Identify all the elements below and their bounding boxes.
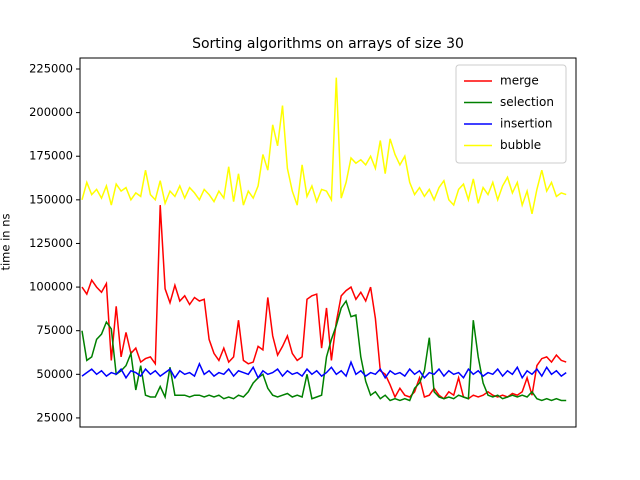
y-tick-label: 25000 — [36, 410, 73, 424]
series-line — [81, 77, 567, 214]
legend-label: merge — [500, 74, 539, 88]
legend-box — [455, 64, 567, 164]
series-line — [81, 299, 567, 402]
y-axis-label: time in ns — [0, 213, 13, 270]
y-tick-label: 50000 — [36, 367, 73, 381]
y-tick-label: 125000 — [29, 236, 73, 250]
y-tick-label: 150000 — [29, 192, 73, 206]
y-tick-label: 225000 — [29, 61, 73, 75]
plot-area: 25000 50000 75000 100000 125000 150000 175000 2… — [29, 61, 567, 424]
series-line — [81, 205, 567, 400]
legend-label: bubble — [500, 138, 541, 152]
axes-frame — [79, 57, 577, 428]
legend-label: selection — [500, 95, 554, 109]
y-tick-label: 175000 — [29, 149, 73, 163]
series-line — [81, 359, 567, 380]
y-tick-label: 75000 — [36, 323, 73, 337]
chart-title: Sorting algorithms on arrays of size 30 — [192, 36, 464, 52]
y-tick-label: 200000 — [29, 105, 73, 119]
y-tick-label: 100000 — [29, 280, 73, 294]
legend-label: insertion — [500, 117, 553, 131]
